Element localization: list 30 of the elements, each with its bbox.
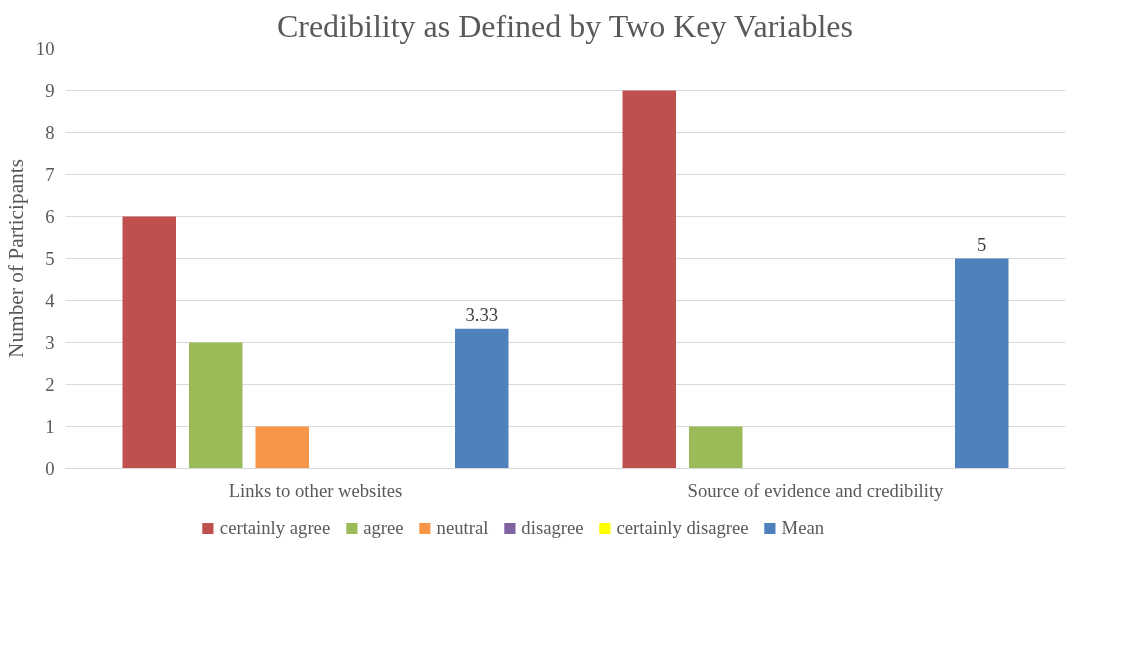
y-axis-title: Number of Participants [3, 158, 28, 359]
bar [455, 328, 509, 469]
chart-title: Credibility as Defined by Two Key Variables [276, 7, 853, 44]
y-tick-label: 6 [45, 206, 55, 227]
legend-label: Mean [781, 517, 825, 539]
y-tick-label: 3 [45, 332, 55, 353]
bar [122, 216, 176, 469]
bar [689, 426, 743, 469]
bar [189, 342, 243, 469]
legend-label: certainly agree [219, 517, 331, 539]
y-tick-label: 0 [45, 458, 55, 479]
bar [255, 426, 309, 469]
y-tick-label: 10 [35, 38, 55, 59]
legend-label: certainly disagree [616, 517, 749, 539]
y-tick-label: 2 [45, 374, 55, 395]
y-tick-label: 1 [45, 416, 55, 437]
legend-label: agree [363, 517, 404, 539]
data-label: 3.33 [465, 303, 499, 325]
y-tick-label: 8 [45, 122, 55, 143]
legend-label: neutral [436, 517, 489, 539]
x-tick-label: Links to other websites [228, 479, 403, 501]
x-tick-label: Source of evidence and credibility [687, 479, 945, 501]
y-tick-label: 5 [45, 248, 55, 269]
data-label: 5 [977, 233, 987, 255]
bar [955, 258, 1009, 469]
bar [622, 90, 676, 469]
y-tick-label: 9 [45, 80, 55, 101]
y-tick-label: 7 [45, 164, 55, 185]
y-tick-label: 4 [45, 290, 56, 311]
legend-label: disagree [521, 517, 584, 539]
